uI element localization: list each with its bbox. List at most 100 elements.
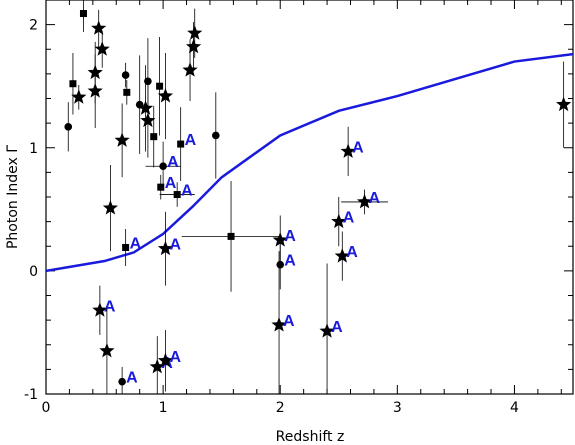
star-marker <box>272 232 288 247</box>
star-marker <box>102 200 119 215</box>
star-marker <box>149 358 165 374</box>
star-marker <box>157 88 174 103</box>
point-label: A <box>181 183 193 200</box>
square-marker <box>122 243 130 251</box>
circle-marker <box>159 162 167 171</box>
star-marker <box>157 240 174 256</box>
point-label: A <box>331 319 343 336</box>
x-tick-label: 2 <box>276 400 285 416</box>
star-marker <box>92 302 108 317</box>
star-marker <box>157 352 174 368</box>
data-point-square <box>156 36 164 136</box>
data-marks: AAAAAAAAAAAAAAAAAA <box>46 0 573 394</box>
data-point-star <box>94 30 110 68</box>
square-marker <box>177 140 185 148</box>
star-marker <box>99 342 115 358</box>
circle-marker <box>144 77 152 86</box>
data-point-star: A <box>271 251 295 394</box>
point-label: A <box>346 244 358 261</box>
star-marker <box>334 248 350 263</box>
point-label: A <box>169 237 181 254</box>
data-point-star <box>114 103 130 178</box>
circle-marker <box>135 100 144 109</box>
data-point-square <box>69 52 77 115</box>
point-label: A <box>284 253 296 270</box>
square-marker <box>156 82 164 90</box>
x-tick-label: 3 <box>393 400 402 416</box>
point-label: A <box>126 370 138 387</box>
data-point-square <box>181 180 281 292</box>
data-point-star: A <box>157 329 181 392</box>
data-point-square: A <box>157 174 177 200</box>
data-point-circle <box>144 38 152 125</box>
point-label: A <box>104 298 116 315</box>
data-point-star: A <box>341 189 388 215</box>
star-marker <box>187 25 203 40</box>
data-point-star <box>185 22 202 72</box>
circle-marker <box>276 260 285 269</box>
star-marker <box>114 132 130 147</box>
y-tick-label: 0 <box>29 264 38 280</box>
point-label: A <box>352 139 364 156</box>
data-point-star <box>71 84 87 110</box>
star-marker <box>319 323 335 338</box>
data-point-circle <box>64 102 73 152</box>
square-marker <box>173 191 181 199</box>
data-point-star <box>87 54 103 129</box>
data-point-star <box>157 52 174 140</box>
x-tick-label: 0 <box>42 400 51 416</box>
model-curve <box>46 52 573 273</box>
plot-frame <box>45 0 574 395</box>
x-tick-label: 4 <box>510 400 519 416</box>
point-label: A <box>165 175 177 192</box>
data-point-star: A <box>319 263 343 394</box>
star-marker <box>331 213 347 229</box>
data-point-star <box>102 164 119 252</box>
y-tick-label: 1 <box>29 141 38 157</box>
y-axis-title-text: Photon Index Γ <box>5 145 21 249</box>
data-point-square <box>150 105 158 168</box>
square-marker <box>79 10 87 18</box>
plot-area: AAAAAAAAAAAAAAAAAA <box>46 0 573 394</box>
square-marker <box>227 232 235 240</box>
star-marker <box>356 193 373 209</box>
square-marker <box>69 80 77 88</box>
square-marker <box>157 183 165 191</box>
star-marker <box>87 83 103 98</box>
data-point-square: A <box>159 182 195 207</box>
x-axis-title: Redshift z <box>276 429 345 445</box>
point-label: A <box>284 228 296 245</box>
data-point-circle: A <box>118 366 138 394</box>
data-point-square <box>79 0 87 33</box>
data-point-star <box>556 61 572 148</box>
data-point-star <box>182 39 198 101</box>
data-point-square: A <box>122 229 142 266</box>
star-marker <box>271 317 287 332</box>
data-point-star: A <box>92 285 116 335</box>
data-point-circle <box>135 55 144 154</box>
point-label: A <box>169 349 181 366</box>
point-label: A <box>369 190 381 207</box>
star-marker <box>71 89 87 104</box>
circle-marker <box>118 377 126 386</box>
circle-marker <box>212 131 220 140</box>
data-point-star: A <box>340 126 364 177</box>
star-marker <box>185 38 202 54</box>
data-point-star: A <box>157 211 181 286</box>
ticks <box>45 0 573 395</box>
data-point-star <box>99 307 115 394</box>
y-axis-title: Photon Index Γ <box>5 145 21 249</box>
x-tick-label: 1 <box>159 400 168 416</box>
point-label: A <box>167 154 179 171</box>
star-marker <box>137 100 154 115</box>
x-axis-title-text: Redshift z <box>276 429 345 445</box>
point-label: A <box>343 210 355 227</box>
point-label: A <box>185 132 197 149</box>
y-tick-label: 2 <box>29 18 38 34</box>
data-point-star: A <box>334 231 358 281</box>
star-marker <box>91 20 107 35</box>
data-point-square: A <box>177 107 197 181</box>
star-marker <box>94 41 110 56</box>
